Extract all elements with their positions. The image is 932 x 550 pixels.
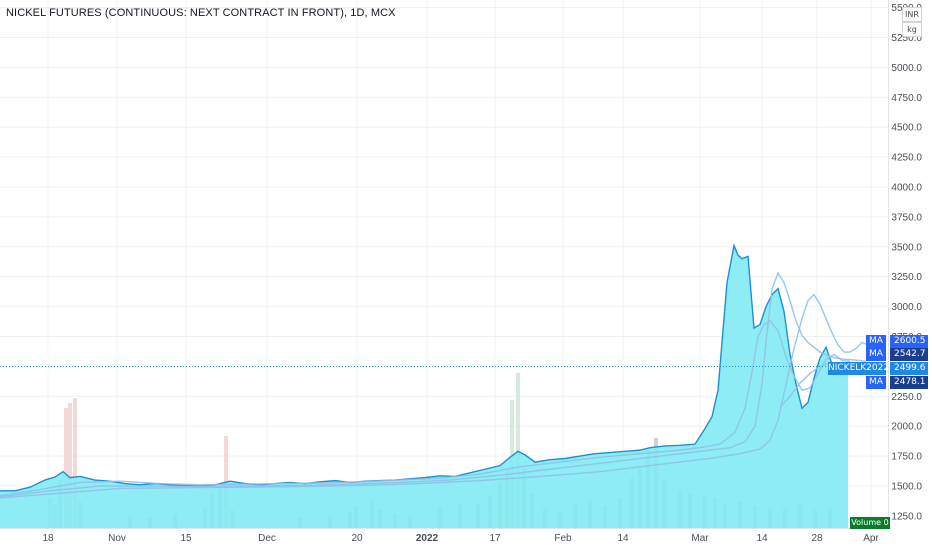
time-tick-label: 2022 [416, 533, 439, 544]
volume-bar [68, 403, 72, 528]
price-label-name: MA [866, 376, 886, 389]
time-tick-label: Dec [258, 533, 276, 544]
price-label-value: 2478.1 [890, 376, 928, 389]
price-area [0, 245, 848, 528]
price-label-name: MA [866, 348, 886, 361]
measure-unit-button[interactable]: kg [902, 22, 922, 37]
time-axis[interactable]: 18 Nov 15 Dec 20 2022 17 Feb 14 Mar 14 28 Apr [42, 533, 879, 544]
price-tick-label: 1500.0 [891, 482, 922, 493]
volume-bar [73, 398, 77, 528]
price-tick-label: 2250.0 [891, 392, 922, 403]
time-tick-label: 20 [351, 533, 363, 544]
currency-unit-button[interactable]: INR [902, 7, 922, 22]
price-tick-label: 4000.0 [891, 183, 922, 194]
price-tick-label: 4250.0 [891, 153, 922, 164]
price-axis[interactable]: 1250.01500.01750.02000.02250.02500.02750… [891, 3, 922, 522]
price-area-fill [0, 245, 848, 528]
price-tick-label: 3750.0 [891, 212, 922, 223]
price-label-name: MA [866, 335, 886, 348]
volume-bar [516, 373, 520, 528]
price-tick-label: 4750.0 [891, 93, 922, 104]
price-tick-label: 3000.0 [891, 302, 922, 313]
volume-tag: Volume 0 [850, 517, 890, 529]
time-tick-label: 15 [180, 533, 192, 544]
price-label-value: 2542.7 [890, 348, 928, 361]
ma-line-3 [0, 293, 873, 499]
time-tick-label: 14 [756, 533, 768, 544]
price-label-value: 2600.5 [890, 335, 928, 348]
time-tick-label: Apr [863, 533, 879, 544]
price-label-name: NICKELK2022 [828, 362, 890, 375]
ma-line-2 [0, 271, 867, 498]
price-label-value: 2499.6 [890, 362, 928, 375]
time-tick-label: Nov [108, 533, 126, 544]
price-tick-label: 3250.0 [891, 272, 922, 283]
price-tick-label: 5000.0 [891, 63, 922, 74]
price-tick-label: 1250.0 [891, 511, 922, 522]
price-tick-label: 3500.0 [891, 242, 922, 253]
price-tick-label: 2000.0 [891, 422, 922, 433]
price-tick-label: 4500.0 [891, 123, 922, 134]
time-tick-label: 14 [617, 533, 629, 544]
time-tick-label: 17 [489, 533, 501, 544]
price-tick-label: 5250.0 [891, 33, 922, 44]
volume-bar [64, 408, 68, 528]
time-tick-label: 18 [42, 533, 54, 544]
time-tick-label: Mar [691, 533, 709, 544]
series-lines [0, 243, 873, 499]
price-tick-label: 1750.0 [891, 452, 922, 463]
time-tick-label: Feb [554, 533, 572, 544]
time-tick-label: 28 [811, 533, 823, 544]
ma-line-1 [0, 320, 851, 497]
chart-title: NICKEL FUTURES (CONTINUOUS: NEXT CONTRAC… [6, 7, 396, 19]
